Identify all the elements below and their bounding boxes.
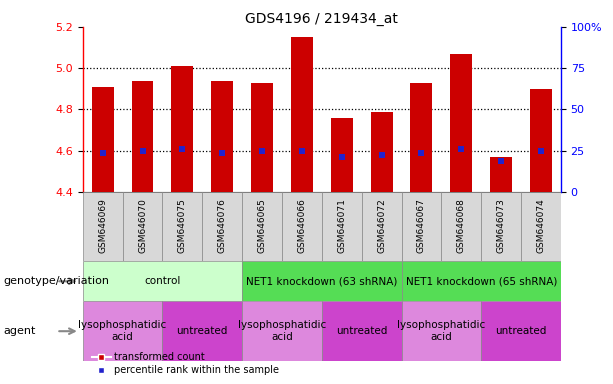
Bar <box>162 301 242 361</box>
Bar <box>411 83 432 192</box>
Text: GSM646070: GSM646070 <box>138 198 147 253</box>
Bar <box>322 192 362 261</box>
Text: genotype/variation: genotype/variation <box>3 276 109 286</box>
Bar <box>83 261 242 301</box>
Text: NET1 knockdown (63 shRNA): NET1 knockdown (63 shRNA) <box>246 276 397 286</box>
Text: lysophosphatidic
acid: lysophosphatidic acid <box>397 320 485 342</box>
Text: GSM646071: GSM646071 <box>337 198 346 253</box>
Bar <box>441 192 481 261</box>
Bar <box>322 301 402 361</box>
Bar <box>530 89 552 192</box>
Text: GSM646072: GSM646072 <box>377 198 386 253</box>
Text: untreated: untreated <box>177 326 228 336</box>
Text: GSM646068: GSM646068 <box>457 198 466 253</box>
Bar <box>362 192 402 261</box>
Legend: transformed count, percentile rank within the sample: transformed count, percentile rank withi… <box>88 348 283 379</box>
Bar <box>451 54 472 192</box>
Bar <box>202 192 242 261</box>
Text: lysophosphatidic
acid: lysophosphatidic acid <box>238 320 326 342</box>
Bar <box>123 192 162 261</box>
Text: untreated: untreated <box>495 326 547 336</box>
Text: GSM646073: GSM646073 <box>497 198 506 253</box>
Bar <box>242 301 322 361</box>
Text: GSM646066: GSM646066 <box>297 198 306 253</box>
Bar <box>481 192 521 261</box>
Bar <box>291 37 313 192</box>
Bar <box>251 83 273 192</box>
Bar <box>83 301 162 361</box>
Text: GSM646069: GSM646069 <box>98 198 107 253</box>
Bar <box>132 81 153 192</box>
Bar <box>402 261 561 301</box>
Bar <box>242 261 402 301</box>
Text: untreated: untreated <box>336 326 387 336</box>
Bar <box>211 81 233 192</box>
Text: GSM646065: GSM646065 <box>257 198 267 253</box>
Text: NET1 knockdown (65 shRNA): NET1 knockdown (65 shRNA) <box>406 276 557 286</box>
Bar <box>521 192 561 261</box>
Bar <box>92 87 113 192</box>
Bar <box>282 192 322 261</box>
Text: GSM646075: GSM646075 <box>178 198 187 253</box>
Text: control: control <box>144 276 181 286</box>
Text: GSM646074: GSM646074 <box>536 198 546 253</box>
Bar <box>402 192 441 261</box>
Bar <box>172 66 193 192</box>
Text: lysophosphatidic
acid: lysophosphatidic acid <box>78 320 167 342</box>
Bar <box>331 118 352 192</box>
Text: GSM646076: GSM646076 <box>218 198 227 253</box>
Bar <box>481 301 561 361</box>
Bar <box>402 301 481 361</box>
Text: GSM646067: GSM646067 <box>417 198 426 253</box>
Title: GDS4196 / 219434_at: GDS4196 / 219434_at <box>245 12 398 26</box>
Text: agent: agent <box>3 326 36 336</box>
Bar <box>371 111 392 192</box>
Bar <box>162 192 202 261</box>
Bar <box>83 192 123 261</box>
Bar <box>242 192 282 261</box>
Bar <box>490 157 512 192</box>
